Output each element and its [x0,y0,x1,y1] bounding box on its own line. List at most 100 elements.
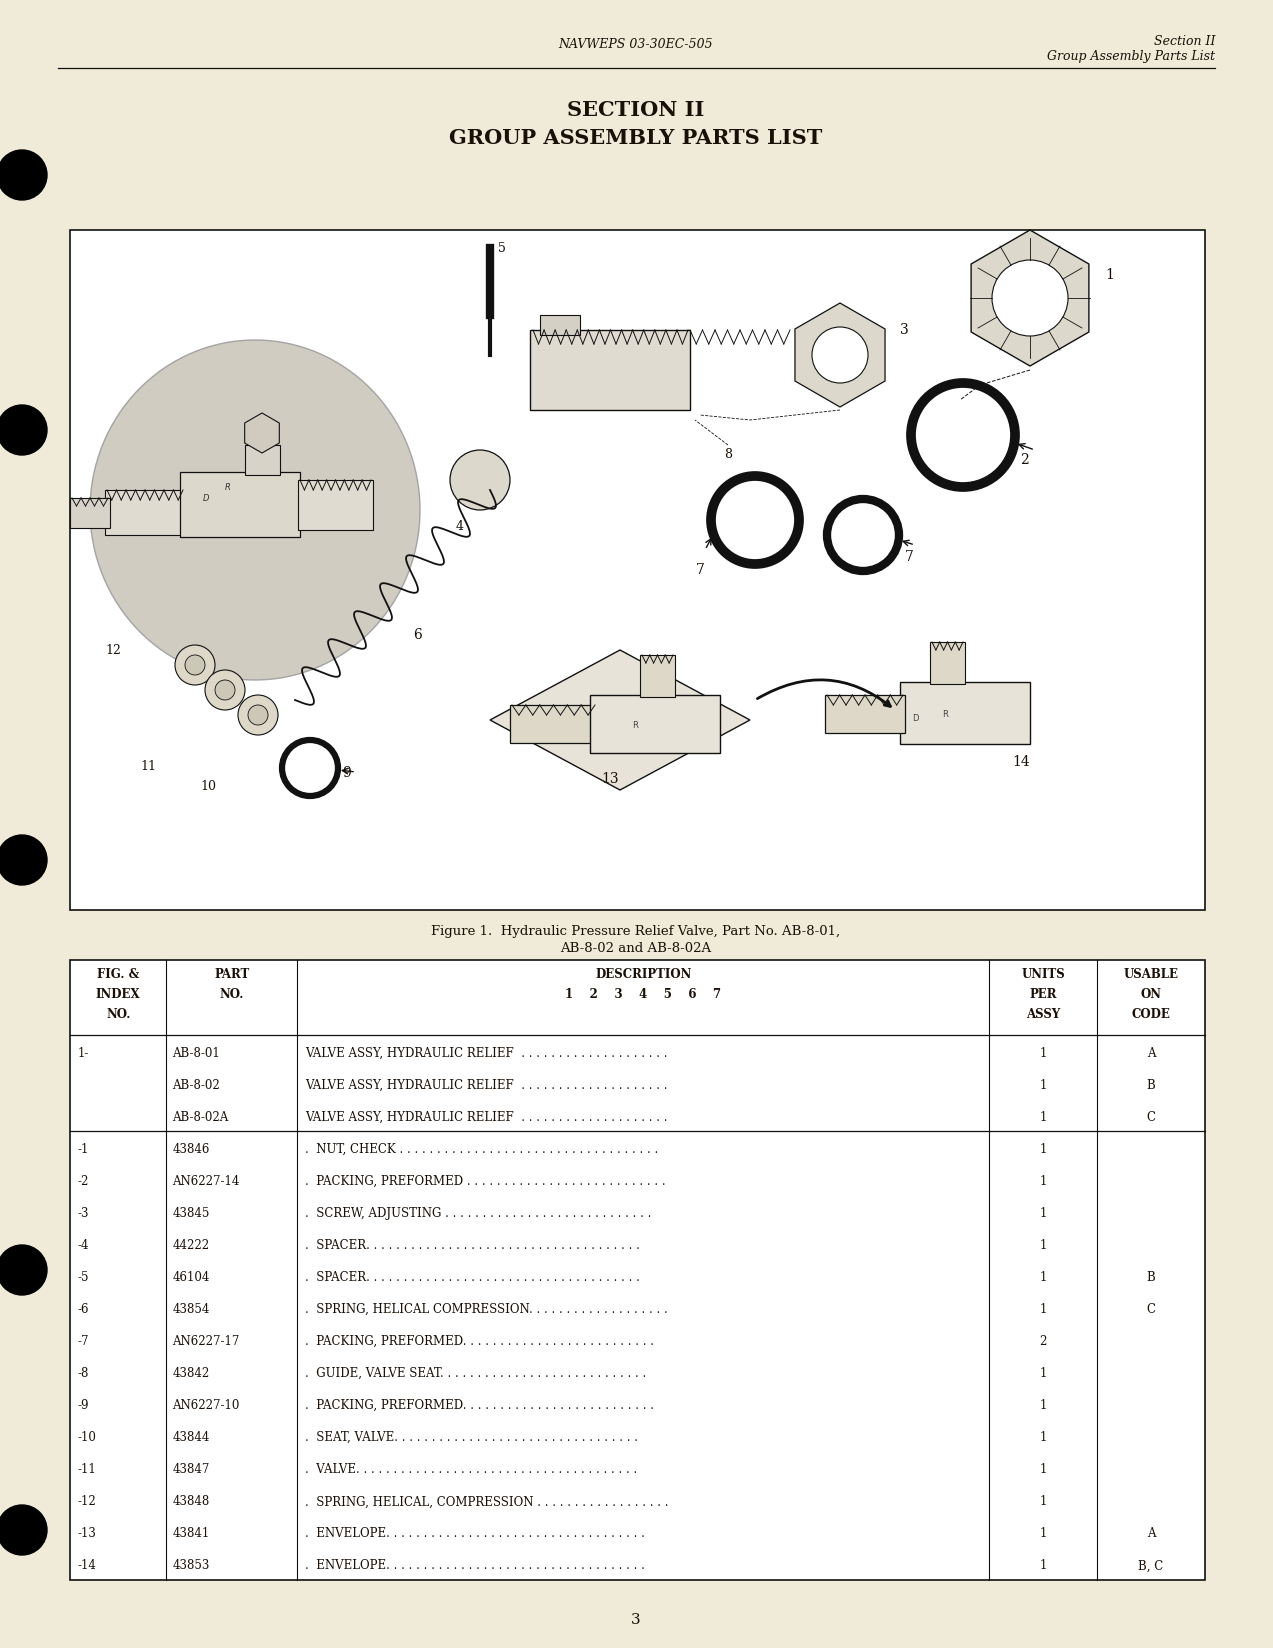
Polygon shape [490,649,750,789]
Circle shape [205,671,244,710]
Text: 46104: 46104 [172,1271,210,1284]
Text: 1: 1 [1040,1206,1046,1220]
Text: 43842: 43842 [172,1368,210,1379]
Text: 3: 3 [900,323,909,336]
Text: 1: 1 [1040,1495,1046,1508]
Circle shape [0,405,47,455]
Text: -14: -14 [78,1559,97,1572]
Text: A: A [1147,1528,1156,1541]
Text: -4: -4 [78,1239,89,1252]
Text: .  SEAT, VALVE. . . . . . . . . . . . . . . . . . . . . . . . . . . . . . . . .: . SEAT, VALVE. . . . . . . . . . . . . .… [306,1430,638,1444]
Text: INDEX: INDEX [95,989,140,1000]
Text: 1-: 1- [78,1046,89,1060]
Text: 1: 1 [1040,1368,1046,1379]
Circle shape [0,1505,47,1556]
Text: 43846: 43846 [172,1142,210,1155]
Text: -10: -10 [78,1430,97,1444]
Text: -11: -11 [78,1463,97,1477]
Text: 1: 1 [1040,1111,1046,1124]
Text: 9: 9 [342,766,351,780]
Text: 1: 1 [1040,1175,1046,1188]
Text: .  NUT, CHECK . . . . . . . . . . . . . . . . . . . . . . . . . . . . . . . . . : . NUT, CHECK . . . . . . . . . . . . . .… [306,1142,658,1155]
Text: 1: 1 [1040,1463,1046,1477]
Bar [540,315,580,335]
Bar [244,445,280,475]
Text: 1    2    3    4    5    6    7: 1 2 3 4 5 6 7 [565,989,722,1000]
Text: Figure 1.  Hydraulic Pressure Relief Valve, Part No. AB-8-01,: Figure 1. Hydraulic Pressure Relief Valv… [432,925,840,938]
Text: R: R [633,720,638,730]
Text: AB-8-02 and AB-8-02A: AB-8-02 and AB-8-02A [560,943,712,954]
Text: B: B [1147,1271,1156,1284]
Text: -9: -9 [78,1399,89,1412]
Text: 1: 1 [1040,1078,1046,1091]
Text: VALVE ASSY, HYDRAULIC RELIEF  . . . . . . . . . . . . . . . . . . . .: VALVE ASSY, HYDRAULIC RELIEF . . . . . .… [306,1078,667,1091]
Bar [931,643,965,684]
Text: 7: 7 [905,550,914,564]
Text: 14: 14 [1012,755,1030,770]
Text: 43848: 43848 [172,1495,210,1508]
Text: 10: 10 [200,780,216,793]
Polygon shape [794,303,885,407]
Text: -13: -13 [78,1528,97,1541]
Text: .  PACKING, PREFORMED. . . . . . . . . . . . . . . . . . . . . . . . . .: . PACKING, PREFORMED. . . . . . . . . . … [306,1399,654,1412]
Text: -1: -1 [78,1142,89,1155]
Text: 1: 1 [1040,1142,1046,1155]
Text: .  SPACER. . . . . . . . . . . . . . . . . . . . . . . . . . . . . . . . . . . .: . SPACER. . . . . . . . . . . . . . . . … [306,1239,640,1252]
Text: D: D [911,714,918,722]
Text: SECTION II: SECTION II [568,101,705,120]
Circle shape [812,326,868,382]
Circle shape [185,654,205,676]
Text: UNITS: UNITS [1021,967,1066,981]
Text: 1: 1 [1040,1559,1046,1572]
Text: D: D [202,493,209,503]
Bar [900,682,1030,743]
Text: C: C [1147,1304,1156,1317]
Text: 5: 5 [498,242,505,255]
Text: 44222: 44222 [172,1239,210,1252]
Text: ASSY: ASSY [1026,1009,1060,1022]
Text: USABLE: USABLE [1124,967,1179,981]
Text: .  PACKING, PREFORMED . . . . . . . . . . . . . . . . . . . . . . . . . . .: . PACKING, PREFORMED . . . . . . . . . .… [306,1175,666,1188]
Text: -7: -7 [78,1335,89,1348]
Text: ON: ON [1141,989,1161,1000]
Text: NO.: NO. [106,1009,130,1022]
Text: VALVE ASSY, HYDRAULIC RELIEF  . . . . . . . . . . . . . . . . . . . .: VALVE ASSY, HYDRAULIC RELIEF . . . . . .… [306,1111,667,1124]
Text: AN6227-10: AN6227-10 [172,1399,239,1412]
Text: 1: 1 [1040,1399,1046,1412]
Circle shape [0,836,47,885]
Text: AN6227-14: AN6227-14 [172,1175,239,1188]
Text: 1: 1 [1105,269,1114,282]
Text: 43841: 43841 [172,1528,210,1541]
Text: -6: -6 [78,1304,89,1317]
Bar [589,695,721,753]
Text: .  SPRING, HELICAL COMPRESSION. . . . . . . . . . . . . . . . . . .: . SPRING, HELICAL COMPRESSION. . . . . .… [306,1304,668,1317]
Text: R: R [942,710,948,719]
Bar [510,705,594,743]
Text: 43847: 43847 [172,1463,210,1477]
Circle shape [449,450,510,509]
Text: 6: 6 [414,628,423,643]
Bar [70,231,1206,910]
Text: B, C: B, C [1138,1559,1164,1572]
Circle shape [992,260,1068,336]
Text: .  VALVE. . . . . . . . . . . . . . . . . . . . . . . . . . . . . . . . . . . . : . VALVE. . . . . . . . . . . . . . . . .… [306,1463,638,1477]
Text: 3: 3 [631,1613,640,1627]
Bar [70,498,109,527]
Text: C: C [1147,1111,1156,1124]
Bar [104,489,185,536]
Text: Section II: Section II [1153,35,1214,48]
Text: 11: 11 [140,760,157,773]
Text: 4: 4 [456,521,463,532]
Text: FIG. &: FIG. & [97,967,139,981]
Text: 13: 13 [601,771,619,786]
Text: 1: 1 [1040,1430,1046,1444]
Circle shape [0,150,47,199]
Text: 43853: 43853 [172,1559,210,1572]
Text: -12: -12 [78,1495,97,1508]
Text: .  SPACER. . . . . . . . . . . . . . . . . . . . . . . . . . . . . . . . . . . .: . SPACER. . . . . . . . . . . . . . . . … [306,1271,640,1284]
Text: NAVWEPS 03-30EC-505: NAVWEPS 03-30EC-505 [559,38,713,51]
Text: B: B [1147,1078,1156,1091]
Text: 43845: 43845 [172,1206,210,1220]
Bar [640,654,675,697]
Bar [179,471,300,537]
